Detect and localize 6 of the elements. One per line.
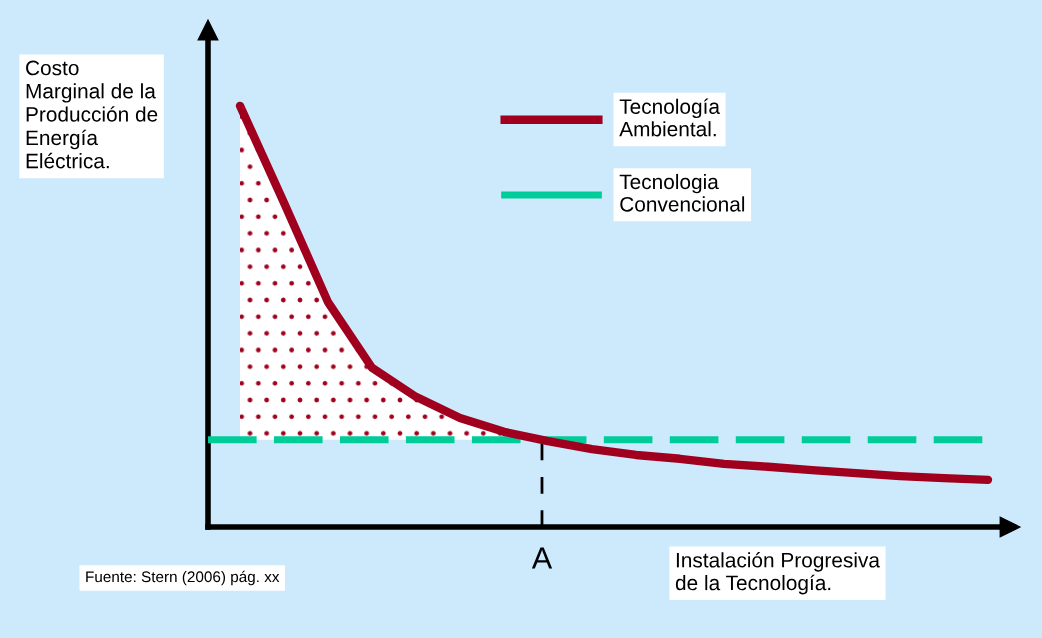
legend-label: Tecnología Ambiental. xyxy=(619,98,720,137)
legend-label: Tecnologia Convencional xyxy=(619,173,745,212)
y-axis-title: Costo Marginal de la Producción de Energía Eléctrica. xyxy=(26,60,158,169)
text: A xyxy=(531,547,553,569)
x-axis-title: Instalación Progresiva de la Tecnología. xyxy=(675,552,880,595)
source-note: Fuente: Stern (2006) pág. xx xyxy=(86,570,280,586)
